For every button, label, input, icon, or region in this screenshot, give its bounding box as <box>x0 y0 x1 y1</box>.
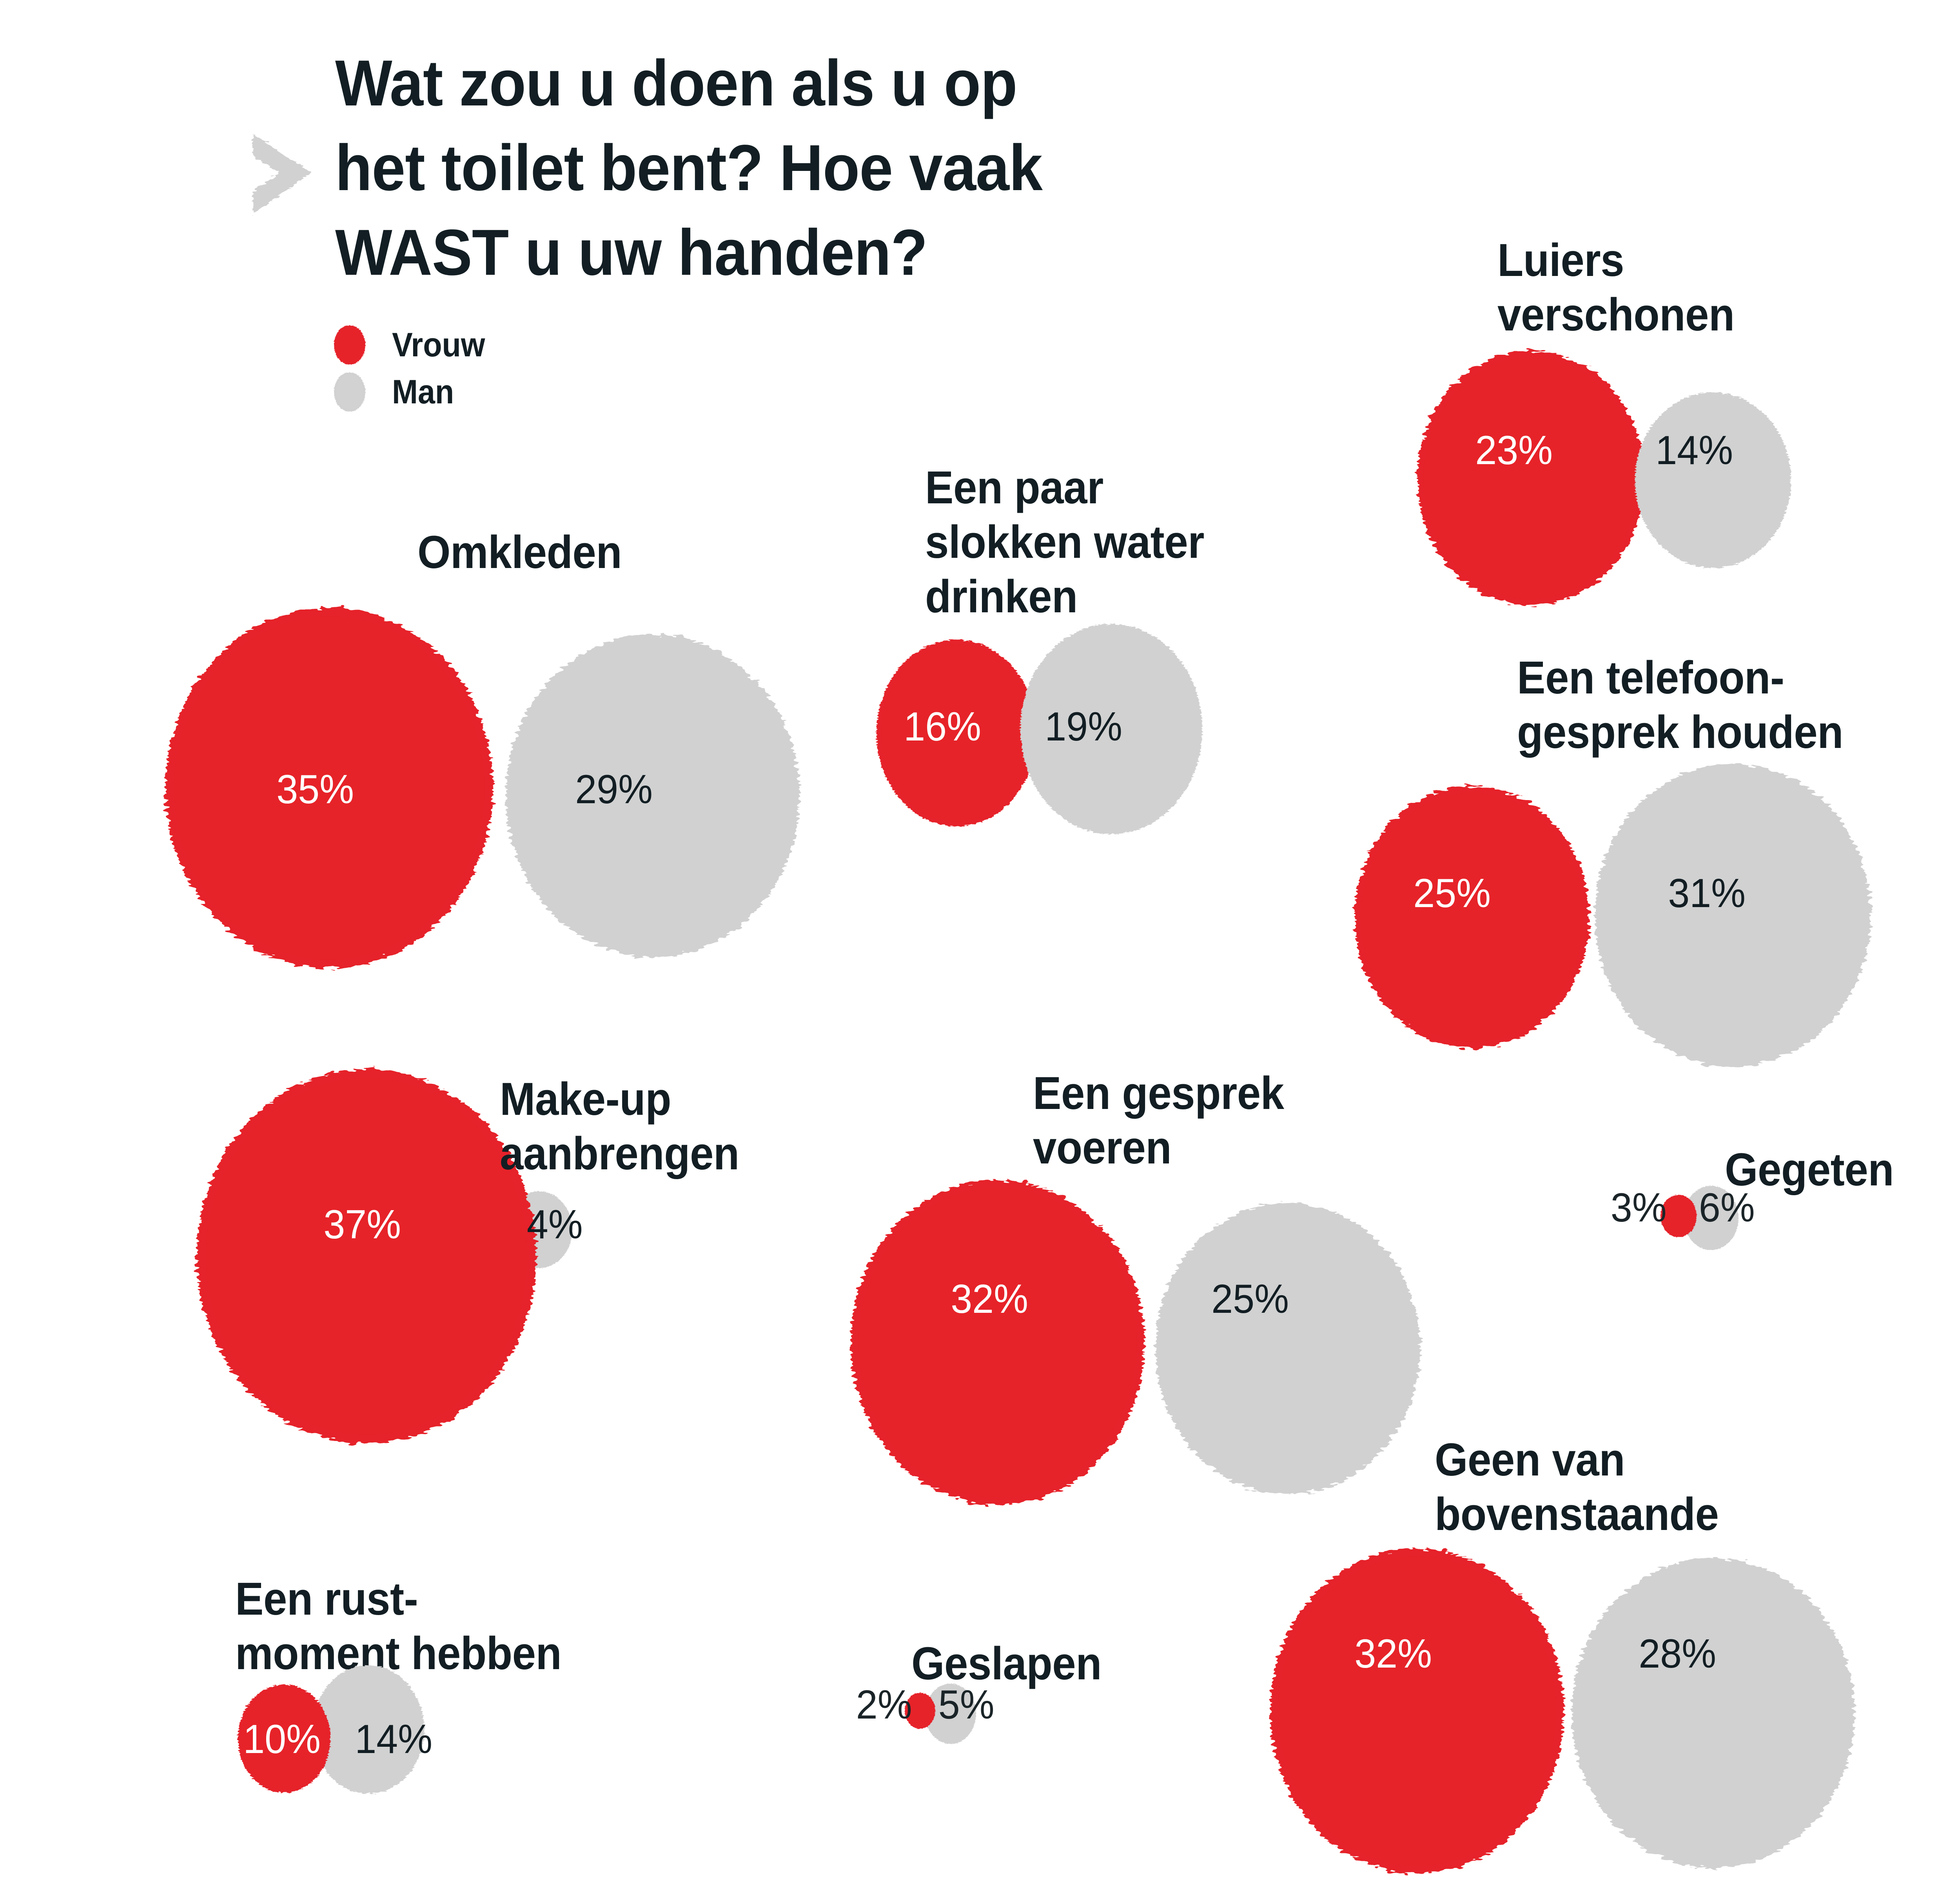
bubble-vrouw-geslapen <box>904 1691 937 1730</box>
title-line-3: WAST u uw handen? <box>335 216 928 289</box>
bubble-vrouw-omkleden <box>157 600 502 976</box>
value-man-water: 19% <box>1045 704 1122 750</box>
value-man-geenvan: 28% <box>1639 1631 1716 1677</box>
value-vrouw-luiers: 23% <box>1475 428 1553 473</box>
group-label-gesprek: Een gesprek voeren <box>1033 1067 1284 1174</box>
value-vrouw-telefoon: 25% <box>1413 871 1491 916</box>
legend-swatch-man-icon <box>331 370 368 414</box>
bubble-vrouw-geenvan <box>1262 1541 1572 1882</box>
group-label-luiers: Luiers verschonen <box>1497 234 1735 341</box>
value-vrouw-water: 16% <box>904 704 981 750</box>
bubble-man-water <box>1015 619 1207 839</box>
bubble-man-omkleden <box>498 627 808 964</box>
group-label-omkleden: Omkleden <box>417 526 622 578</box>
value-man-luiers: 14% <box>1655 428 1733 473</box>
value-man-makeup: 4% <box>526 1202 583 1247</box>
legend-item-man: Man <box>331 368 493 416</box>
bubble-man-geenvan <box>1564 1550 1862 1876</box>
legend-swatch-vrouw-icon <box>331 323 368 367</box>
bubble-man-telefoon <box>1588 757 1878 1074</box>
value-vrouw-geenvan: 32% <box>1354 1631 1432 1677</box>
value-vrouw-makeup: 37% <box>323 1202 401 1247</box>
group-label-telefoon: Een telefoon- gesprek houden <box>1517 652 1844 759</box>
value-man-rustmoment: 14% <box>355 1717 432 1762</box>
legend: Vrouw Man <box>331 321 493 416</box>
bubble-vrouw-gesprek <box>843 1172 1152 1513</box>
value-man-omkleden: 29% <box>575 767 653 812</box>
legend-label-vrouw: Vrouw <box>392 326 485 364</box>
value-vrouw-gegeten: 3% <box>1610 1185 1667 1230</box>
page-title: Wat zou u doen als u op het toilet bent?… <box>335 41 1394 295</box>
bubble-vrouw-makeup <box>188 1060 545 1452</box>
group-label-makeup: Make-up aanbrengen <box>500 1073 739 1180</box>
value-vrouw-geslapen: 2% <box>856 1682 912 1728</box>
group-label-geslapen: Geslapen <box>911 1638 1102 1690</box>
value-vrouw-gesprek: 32% <box>951 1276 1028 1322</box>
title-line-2: het toilet bent? Hoe vaak <box>335 131 1043 204</box>
bubble-man-geslapen <box>923 1682 978 1746</box>
title-line-1: Wat zou u doen als u op <box>335 47 1018 120</box>
bubble-vrouw-luiers <box>1411 345 1650 612</box>
bubble-man-gegeten <box>1682 1184 1740 1252</box>
value-man-gesprek: 25% <box>1211 1276 1289 1322</box>
bubble-man-luiers <box>1631 388 1795 572</box>
value-vrouw-omkleden: 35% <box>276 767 354 812</box>
value-man-geslapen: 5% <box>938 1682 995 1728</box>
legend-item-vrouw: Vrouw <box>331 321 493 368</box>
group-label-rustmoment: Een rust- moment hebben <box>235 1573 562 1680</box>
value-man-gegeten: 6% <box>1699 1185 1755 1230</box>
bubble-vrouw-rustmoment <box>235 1682 333 1795</box>
bubble-vrouw-telefoon <box>1348 780 1595 1054</box>
bubble-man-gesprek <box>1149 1196 1427 1501</box>
chevron-right-icon <box>247 129 321 220</box>
bubble-vrouw-water <box>872 635 1041 831</box>
group-label-gegeten: Gegeten <box>1725 1144 1894 1196</box>
group-label-geenvan: Geen van bovenstaande <box>1435 1434 1719 1541</box>
bubble-vrouw-gegeten <box>1659 1194 1698 1239</box>
group-label-water: Een paar slokken water drinken <box>925 462 1205 623</box>
value-vrouw-rustmoment: 10% <box>243 1717 321 1762</box>
bubble-man-rustmoment <box>310 1662 427 1797</box>
value-man-telefoon: 31% <box>1668 871 1746 916</box>
legend-label-man: Man <box>392 373 454 411</box>
